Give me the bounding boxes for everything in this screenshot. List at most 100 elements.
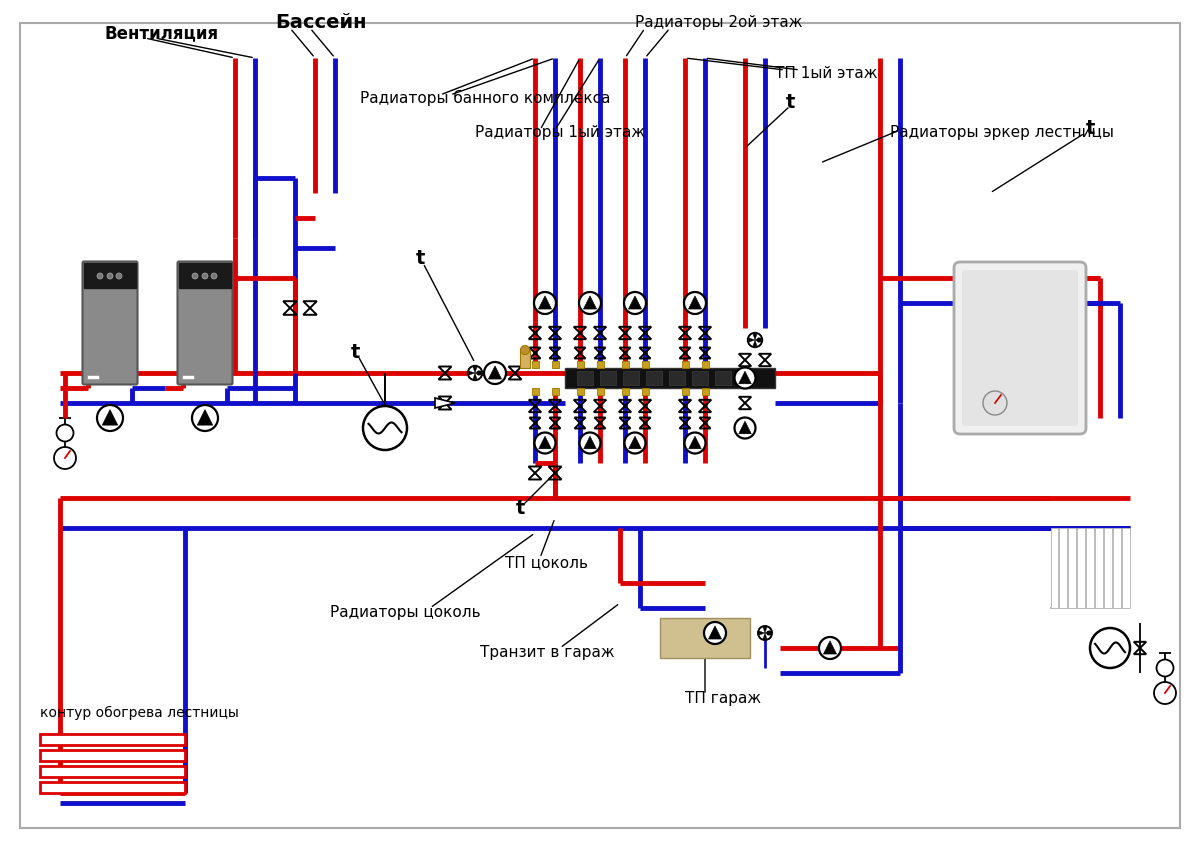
Bar: [622, 361, 629, 368]
Bar: [1094, 528, 1103, 608]
Polygon shape: [763, 633, 767, 639]
Text: ТП гараж: ТП гараж: [685, 690, 761, 706]
Circle shape: [521, 345, 529, 354]
Circle shape: [580, 432, 600, 454]
Bar: [622, 388, 629, 395]
Circle shape: [983, 391, 1007, 415]
Bar: [702, 361, 708, 368]
Circle shape: [54, 447, 76, 469]
Polygon shape: [469, 371, 475, 375]
Bar: [1086, 528, 1094, 608]
Circle shape: [97, 405, 124, 431]
Circle shape: [757, 338, 761, 342]
Text: ТП 1ый этаж: ТП 1ый этаж: [775, 65, 877, 81]
Polygon shape: [583, 436, 596, 449]
Bar: [40, 766, 185, 777]
FancyBboxPatch shape: [954, 262, 1086, 434]
Bar: [692, 371, 708, 385]
Polygon shape: [752, 334, 757, 340]
Circle shape: [684, 292, 706, 314]
Polygon shape: [739, 371, 751, 384]
Bar: [1112, 528, 1121, 608]
Circle shape: [1157, 660, 1174, 677]
Polygon shape: [197, 410, 212, 425]
Text: t: t: [515, 499, 524, 517]
Bar: [40, 750, 185, 761]
Text: Бассейн: Бассейн: [275, 14, 366, 32]
Bar: [702, 388, 708, 395]
Bar: [1060, 528, 1067, 608]
Bar: [532, 361, 539, 368]
Bar: [576, 388, 583, 395]
Circle shape: [758, 626, 772, 640]
Bar: [660, 618, 750, 658]
Bar: [577, 371, 593, 385]
Polygon shape: [475, 371, 481, 375]
Circle shape: [580, 292, 601, 314]
Text: Радиаторы цоколь: Радиаторы цоколь: [330, 605, 481, 621]
Polygon shape: [755, 338, 761, 342]
Text: Радиаторы банного комплекса: Радиаторы банного комплекса: [360, 90, 611, 106]
Bar: [1122, 528, 1129, 608]
Polygon shape: [539, 296, 552, 309]
Polygon shape: [823, 641, 836, 654]
Bar: [565, 368, 775, 388]
Bar: [670, 371, 685, 385]
Bar: [646, 371, 662, 385]
Bar: [642, 361, 648, 368]
Bar: [40, 782, 185, 793]
Circle shape: [624, 292, 646, 314]
Circle shape: [192, 273, 198, 279]
Bar: [84, 263, 136, 288]
Bar: [715, 371, 731, 385]
Text: t: t: [350, 343, 360, 362]
Circle shape: [116, 273, 122, 279]
Text: t: t: [415, 248, 425, 267]
Circle shape: [684, 432, 706, 454]
Text: t: t: [1085, 119, 1094, 137]
Circle shape: [748, 332, 762, 347]
FancyBboxPatch shape: [178, 261, 233, 384]
Bar: [552, 361, 558, 368]
Polygon shape: [488, 365, 502, 379]
Bar: [596, 361, 604, 368]
Circle shape: [364, 406, 407, 450]
Polygon shape: [763, 627, 767, 633]
Circle shape: [818, 637, 841, 659]
Circle shape: [534, 292, 556, 314]
Polygon shape: [708, 626, 721, 639]
Text: ТП цоколь: ТП цоколь: [505, 555, 588, 571]
Bar: [1104, 528, 1111, 608]
Circle shape: [484, 362, 506, 384]
Bar: [600, 371, 616, 385]
Circle shape: [704, 622, 726, 644]
Circle shape: [734, 417, 756, 438]
Bar: [1050, 528, 1058, 608]
Circle shape: [107, 273, 113, 279]
Polygon shape: [760, 631, 766, 635]
Circle shape: [1090, 628, 1130, 668]
Bar: [1068, 528, 1076, 608]
Bar: [682, 388, 689, 395]
Circle shape: [192, 405, 218, 431]
Circle shape: [97, 273, 103, 279]
Circle shape: [211, 273, 217, 279]
FancyBboxPatch shape: [83, 261, 138, 384]
Polygon shape: [473, 373, 478, 379]
Bar: [1078, 528, 1085, 608]
Circle shape: [534, 432, 556, 454]
Text: t: t: [785, 93, 794, 113]
Text: Транзит в гараж: Транзит в гараж: [480, 645, 614, 661]
Polygon shape: [629, 296, 642, 309]
Bar: [682, 361, 689, 368]
Polygon shape: [473, 367, 478, 373]
Bar: [738, 371, 754, 385]
Bar: [596, 388, 604, 395]
Bar: [40, 734, 185, 745]
Polygon shape: [539, 436, 551, 449]
Circle shape: [56, 425, 73, 442]
Polygon shape: [689, 436, 701, 449]
Text: Радиаторы 2ой этаж: Радиаторы 2ой этаж: [635, 15, 803, 31]
Bar: [179, 263, 230, 288]
Circle shape: [468, 365, 482, 380]
